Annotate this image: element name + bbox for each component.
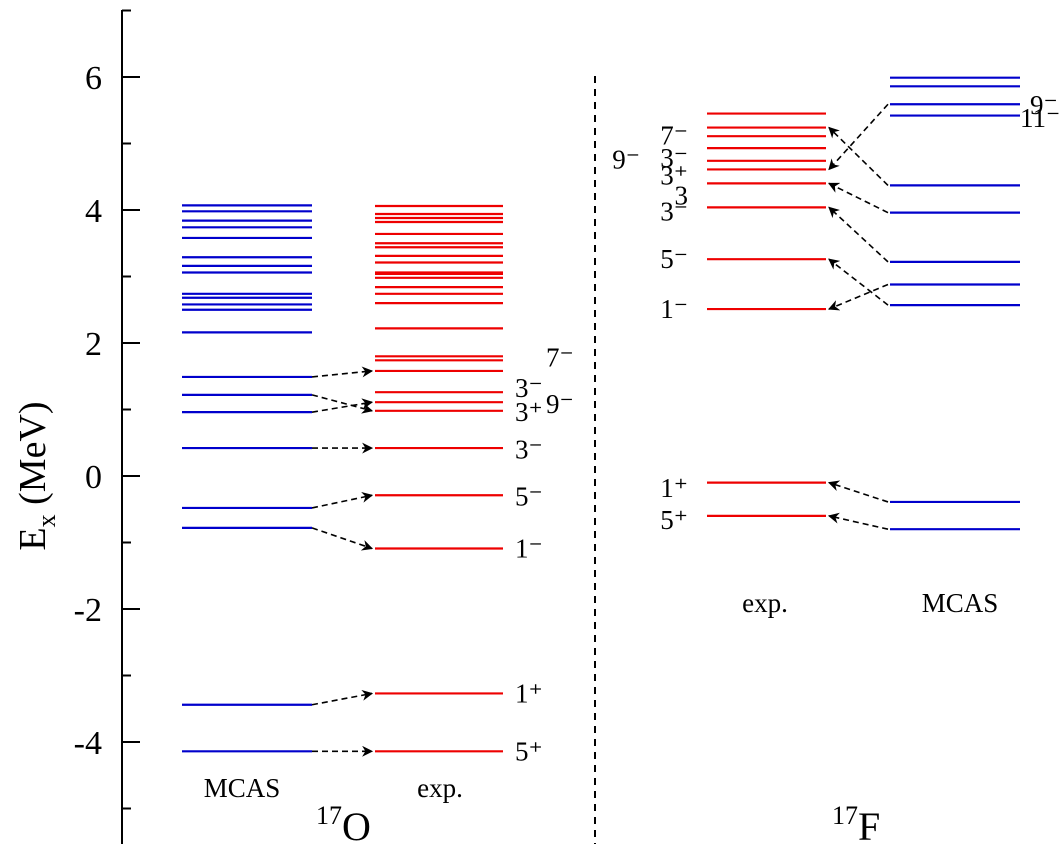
y-axis-title-sub: x — [32, 514, 61, 527]
spin-label: 9⁻ — [546, 389, 574, 419]
spin-label: 5⁺ — [660, 505, 688, 535]
spin-label: 11⁻ — [1020, 103, 1060, 133]
o17-mass-number: 17 — [316, 801, 342, 830]
spin-label: 3⁻ — [515, 373, 543, 403]
transition-arrows — [311, 103, 889, 757]
y-axis: -4 -2 0 2 4 6 — [74, 9, 140, 844]
o17-nucleus-label: 17O — [316, 801, 371, 844]
o17-mcas-label: MCAS — [204, 773, 281, 803]
y-ticks: -4 -2 0 2 4 6 — [74, 9, 140, 810]
energy-levels — [182, 76, 1020, 753]
spin-label: 1⁻ — [660, 294, 688, 324]
transition-arrow — [311, 527, 374, 551]
spin-label: 3⁺ — [660, 160, 688, 190]
transition-arrow — [827, 283, 889, 311]
spin-label: 9⁻ — [612, 144, 640, 174]
transition-arrow — [311, 689, 374, 706]
spin-label: 1⁺ — [515, 678, 543, 708]
transition-arrow — [828, 206, 889, 263]
y-tick-label: 0 — [85, 459, 102, 496]
spin-label: 1⁺ — [660, 473, 688, 503]
spin-label: 7⁻ — [660, 121, 688, 151]
y-tick-label: -4 — [74, 725, 102, 762]
spin-label: 7⁻ — [546, 343, 574, 373]
transition-arrow — [828, 126, 889, 186]
transition-arrow — [828, 258, 889, 306]
spin-label: 1⁻ — [515, 533, 543, 563]
f17-mcas-label: MCAS — [922, 588, 999, 618]
spin-label: 5⁻ — [660, 244, 688, 274]
y-tick-label: 6 — [85, 60, 102, 97]
spin-label: 9⁻ — [1030, 90, 1058, 120]
spin-label: 3⁻ — [515, 434, 543, 464]
transition-arrow — [311, 398, 374, 413]
spin-label: 5⁺ — [515, 736, 543, 766]
y-tick-label: 4 — [85, 193, 102, 230]
transition-arrow — [827, 512, 889, 530]
spin-label: 3⁺ — [515, 397, 543, 427]
y-tick-label: 2 — [85, 326, 102, 363]
y-axis-title-unit: (MeV) — [12, 401, 54, 514]
transition-arrow — [311, 491, 374, 509]
transition-arrow — [311, 366, 374, 378]
y-axis-title: Ex (MeV) — [12, 401, 61, 550]
transition-arrow — [311, 394, 374, 414]
spin-label: 3⁻ — [660, 196, 688, 226]
f17-symbol: F — [858, 804, 880, 844]
transition-arrow — [827, 480, 889, 503]
spin-labels: 7⁻3⁻9⁻3⁺3⁻5⁻1⁻1⁺5⁺7⁻3⁻3⁺33⁻5⁻1⁻1⁺5⁺9⁻9⁻1… — [515, 90, 1060, 766]
y-tick-label: -2 — [74, 592, 102, 629]
transition-arrow — [828, 103, 889, 171]
spin-label: 3⁻ — [660, 143, 688, 173]
f17-nucleus-label: 17F — [832, 801, 880, 844]
f17-exp-label: exp. — [742, 588, 788, 618]
f17-mass-number: 17 — [832, 801, 858, 830]
o17-exp-label: exp. — [417, 773, 463, 803]
transition-arrow — [828, 182, 889, 214]
y-axis-title-main: E — [12, 527, 54, 550]
spin-label: 5⁻ — [515, 482, 543, 512]
spin-label: 3 — [675, 180, 689, 210]
o17-symbol: O — [342, 804, 371, 844]
